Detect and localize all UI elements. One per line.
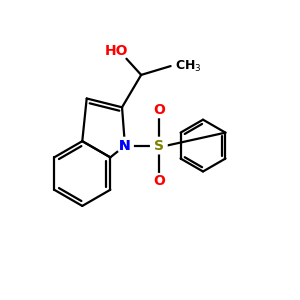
Circle shape <box>151 137 167 154</box>
Text: N: N <box>119 139 131 153</box>
Circle shape <box>117 137 133 154</box>
Text: CH$_3$: CH$_3$ <box>175 58 202 74</box>
Circle shape <box>152 103 166 118</box>
Text: O: O <box>153 174 165 188</box>
Circle shape <box>152 174 166 188</box>
Text: S: S <box>154 139 164 153</box>
Text: N: N <box>119 139 131 153</box>
Text: HO: HO <box>104 44 128 58</box>
Text: O: O <box>153 103 165 117</box>
